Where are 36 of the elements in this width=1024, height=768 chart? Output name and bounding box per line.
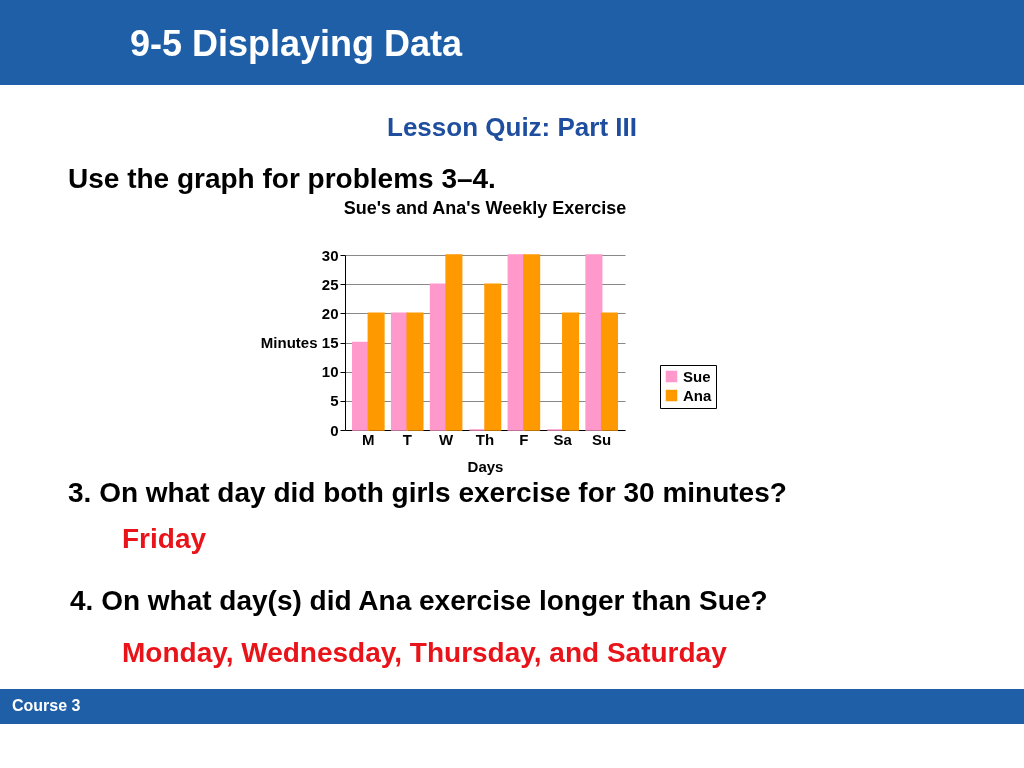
- x-tick-label: M: [362, 430, 375, 448]
- x-axis-title: Days: [467, 457, 504, 475]
- bar: [600, 312, 618, 431]
- y-tick-label: 0: [330, 421, 339, 439]
- bar: [562, 312, 580, 431]
- text: 9-5 Displaying Data: [130, 23, 464, 64]
- text: Lesson Quiz: Part III: [387, 112, 637, 142]
- x-tick-label: Th: [475, 430, 495, 448]
- bar: [352, 341, 370, 431]
- chart-title: Sue's and Ana's Weekly Exercise: [343, 198, 627, 218]
- x-tick-label: T: [402, 430, 412, 448]
- bar: [484, 283, 502, 431]
- y-axis-title: Minutes: [260, 333, 318, 351]
- bar: [523, 254, 541, 431]
- bar: [585, 254, 603, 431]
- y-tick-label: 5: [330, 392, 339, 410]
- legend-label: Sue: [683, 367, 711, 385]
- y-tick-label: 10: [321, 363, 339, 381]
- x-tick-label: Su: [592, 430, 612, 448]
- text: Monday, Wednesday, Thursday, and Saturday: [122, 637, 728, 668]
- text: Friday: [122, 523, 207, 554]
- bar: [367, 312, 385, 431]
- y-tick-label: 25: [321, 275, 339, 293]
- x-tick-label: F: [519, 430, 529, 448]
- bar: [445, 254, 463, 431]
- y-tick-label: 20: [321, 304, 339, 322]
- text: 3. On what day did both girls exercise for 30 minutes?: [68, 477, 787, 508]
- legend-label: Ana: [683, 386, 712, 404]
- text: Use the graph for problems 3–4.: [68, 163, 496, 194]
- text: Course 3: [12, 697, 81, 714]
- text: 4. On what day(s) did Ana exercise longer than Sue?: [70, 585, 768, 616]
- bar: [406, 312, 424, 431]
- y-tick-label: 15: [321, 334, 339, 351]
- x-tick-label: Sa: [553, 430, 573, 448]
- y-tick-label: 30: [321, 246, 339, 264]
- x-tick-label: W: [439, 430, 455, 448]
